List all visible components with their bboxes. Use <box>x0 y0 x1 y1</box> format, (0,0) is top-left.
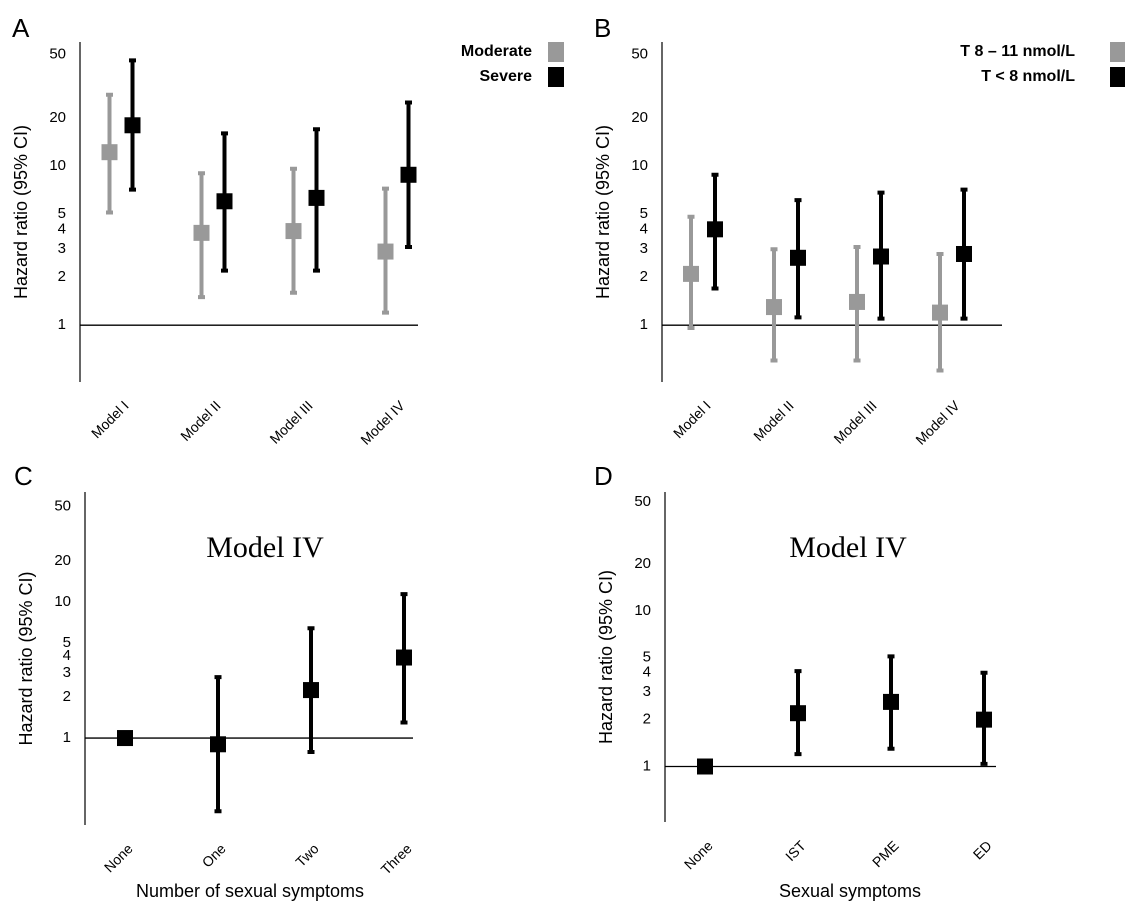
legend-swatch <box>548 42 564 62</box>
panel: A Hazard ratio (95% CI) 1 2 3 45 10 20 50 Model I… <box>11 13 564 448</box>
x-tick-label: Model III <box>266 397 315 446</box>
point <box>849 293 865 310</box>
y-tick-label: 5 <box>63 634 71 651</box>
y-tick-label: 5 <box>640 205 648 222</box>
y-tick-label: 1 <box>643 757 651 774</box>
x-tick-label: Two <box>292 840 322 870</box>
y-tick-label: 4 <box>640 220 648 237</box>
y-axis-label: Hazard ratio (95% CI) <box>11 125 31 299</box>
y-tick-label: 2 <box>63 688 71 705</box>
x-tick-label: PME <box>869 837 902 870</box>
y-tick-label: 4 <box>643 664 651 681</box>
y-tick-label: 4 <box>63 647 71 664</box>
legend-label: T < 8 nmol/L <box>981 68 1075 85</box>
y-axis-label: Hazard ratio (95% CI) <box>593 125 613 299</box>
point <box>400 166 417 183</box>
y-tick-label: 1 <box>640 316 648 333</box>
x-tick-label: Model III <box>830 397 879 446</box>
x-axis-label: Sexual symptoms <box>779 881 921 901</box>
y-tick-label: 4 <box>58 220 66 237</box>
point <box>932 304 948 321</box>
point <box>766 299 782 316</box>
point <box>873 248 889 265</box>
panel-label: D <box>594 461 613 491</box>
x-tick-label: Three <box>378 840 415 877</box>
y-tick-label: 5 <box>58 205 66 222</box>
y-tick-label: 5 <box>643 649 651 666</box>
x-axis-label: Number of sexual symptoms <box>136 881 364 901</box>
panel-title: Model IV <box>789 531 907 564</box>
y-tick-label: 2 <box>643 711 651 728</box>
legend-label: Moderate <box>461 43 532 60</box>
panel: D Hazard ratio (95% CI) Model IV Sexual sym… <box>594 461 996 901</box>
point <box>956 245 972 262</box>
y-tick-label: 3 <box>643 683 651 700</box>
panel: B Hazard ratio (95% CI) 1 2 3 45 10 20 50 Model I… <box>593 13 1125 448</box>
y-tick-label: 1 <box>58 316 66 333</box>
x-tick-label: ED <box>970 837 995 862</box>
y-tick-label: 2 <box>58 268 66 285</box>
x-tick-label: None <box>681 837 716 872</box>
panel: C Hazard ratio (95% CI) Model IV Number of … <box>14 461 415 901</box>
point <box>124 117 141 134</box>
legend-label: T 8 – 11 nmol/L <box>960 43 1075 60</box>
y-tick-label: 20 <box>631 109 648 126</box>
y-tick-label: 10 <box>49 157 66 174</box>
legend-label: Severe <box>480 68 533 85</box>
y-axis-label: Hazard ratio (95% CI) <box>596 570 616 744</box>
legend-swatch <box>1110 67 1125 87</box>
panel-title: Model IV <box>206 531 324 564</box>
x-tick-label: Model II <box>750 397 797 444</box>
x-tick-label: Model IV <box>912 397 963 448</box>
legend-swatch <box>1110 42 1125 62</box>
x-tick-label: None <box>101 840 136 875</box>
y-tick-label: 50 <box>49 46 66 63</box>
point <box>976 711 992 728</box>
y-tick-label: 2 <box>640 268 648 285</box>
y-tick-label: 1 <box>63 729 71 746</box>
panel-label: B <box>594 13 611 43</box>
panel-label: C <box>14 461 33 491</box>
x-tick-label: Model IV <box>357 397 408 448</box>
y-tick-label: 50 <box>54 498 71 515</box>
point <box>883 693 899 710</box>
point <box>707 221 723 238</box>
y-tick-label: 3 <box>640 240 648 257</box>
y-tick-label: 3 <box>58 240 66 257</box>
y-tick-label: 3 <box>63 664 71 681</box>
x-tick-label: Model I <box>670 397 714 441</box>
point <box>308 189 325 206</box>
y-tick-label: 20 <box>49 109 66 126</box>
point <box>790 249 806 266</box>
y-tick-label: 20 <box>634 555 651 572</box>
y-tick-label: 10 <box>54 593 71 610</box>
y-tick-label: 20 <box>54 552 71 569</box>
point <box>396 649 412 666</box>
point <box>697 758 713 775</box>
point <box>210 736 226 753</box>
x-tick-label: Model I <box>88 397 132 441</box>
point <box>285 223 302 240</box>
panel-label: A <box>12 13 30 43</box>
y-tick-label: 10 <box>631 157 648 174</box>
point <box>377 243 394 260</box>
x-tick-label: One <box>199 840 229 870</box>
y-tick-label: 10 <box>634 602 651 619</box>
x-tick-label: Model II <box>177 397 224 444</box>
x-tick-label: IST <box>782 837 809 864</box>
point <box>683 265 699 282</box>
y-tick-label: 50 <box>634 493 651 510</box>
point <box>790 705 806 722</box>
y-tick-label: 50 <box>631 46 648 63</box>
point <box>216 193 233 210</box>
point <box>101 144 118 161</box>
legend-swatch <box>548 67 564 87</box>
point <box>303 682 319 699</box>
y-axis-label: Hazard ratio (95% CI) <box>16 571 36 745</box>
point <box>117 730 133 747</box>
point <box>193 224 210 241</box>
